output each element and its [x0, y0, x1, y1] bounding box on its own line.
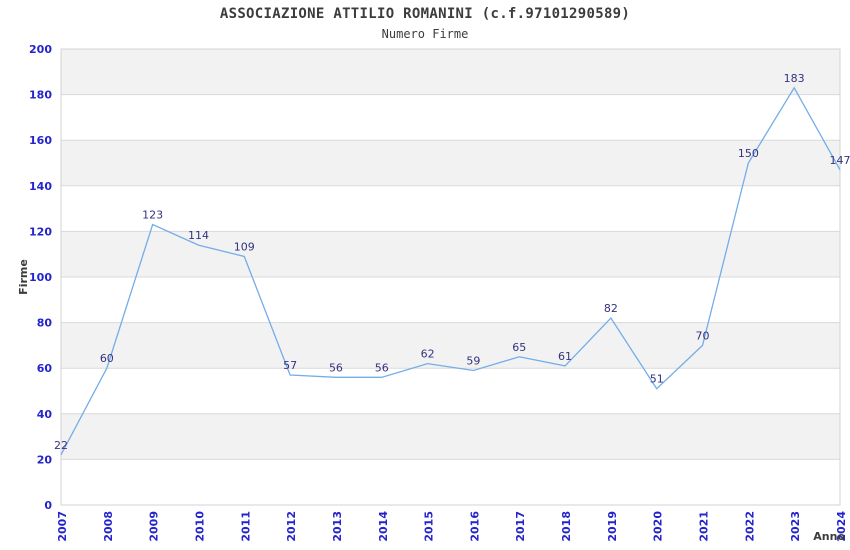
y-tick-label: 140	[29, 180, 52, 193]
data-label: 22	[54, 439, 68, 452]
data-label: 147	[830, 154, 850, 167]
data-label: 60	[100, 352, 114, 365]
x-axis-label: Anno	[813, 530, 845, 543]
plot-band	[61, 140, 840, 186]
y-tick-label: 20	[37, 453, 53, 466]
chart-subtitle: Numero Firme	[381, 27, 469, 41]
data-label: 123	[142, 209, 163, 222]
chart-title: ASSOCIAZIONE ATTILIO ROMANINI (c.f.97101…	[219, 6, 631, 22]
x-tick-label: 2016	[468, 511, 481, 542]
y-tick-label: 160	[29, 134, 52, 147]
x-tick-label: 2019	[606, 511, 619, 542]
x-tick-label: 2008	[102, 511, 115, 542]
y-tick-label: 120	[29, 225, 52, 238]
x-tick-label: 2020	[652, 511, 665, 542]
x-tick-label: 2010	[193, 511, 206, 542]
x-tick-label: 2011	[239, 511, 252, 542]
data-label: 65	[512, 341, 526, 354]
plot-band	[61, 459, 840, 505]
data-label: 61	[558, 350, 572, 363]
data-label: 183	[784, 72, 805, 85]
x-tick-label: 2007	[56, 511, 69, 542]
x-tick-label: 2021	[698, 511, 711, 542]
y-axis-label: Firme	[17, 259, 30, 295]
x-tick-label: 2014	[377, 511, 390, 542]
plot-band	[61, 231, 840, 277]
y-tick-label: 60	[37, 362, 53, 375]
x-tick-label: 2015	[423, 511, 436, 542]
y-tick-label: 100	[29, 271, 52, 284]
x-tick-label: 2012	[285, 511, 298, 542]
data-label: 70	[696, 329, 710, 342]
x-tick-label: 2024	[835, 511, 848, 542]
y-tick-label: 80	[37, 317, 53, 330]
y-tick-label: 40	[37, 408, 53, 421]
y-tick-label: 0	[44, 499, 52, 512]
x-tick-label: 2013	[331, 511, 344, 542]
data-label: 82	[604, 302, 618, 315]
data-label: 114	[188, 229, 209, 242]
plot-band	[61, 49, 840, 95]
data-label: 150	[738, 147, 759, 160]
plot-band	[61, 322, 840, 369]
data-label: 56	[329, 361, 343, 374]
y-tick-label: 200	[29, 43, 52, 56]
x-tick-label: 2009	[148, 511, 161, 542]
x-tick-label: 2023	[789, 511, 802, 542]
plot-border	[60, 48, 841, 506]
plot-band	[61, 185, 840, 232]
x-tick-label: 2022	[743, 511, 756, 542]
plot-band	[61, 368, 840, 414]
data-label: 62	[421, 348, 435, 361]
data-label: 59	[466, 354, 480, 367]
plot-band	[61, 94, 840, 141]
x-tick-label: 2018	[560, 511, 573, 542]
data-label: 109	[234, 240, 255, 253]
data-label: 51	[650, 373, 664, 386]
plot-band	[61, 277, 840, 323]
x-tick-label: 2017	[514, 511, 527, 542]
data-label: 57	[283, 359, 297, 372]
data-label: 56	[375, 361, 389, 374]
y-tick-label: 180	[29, 89, 52, 102]
plot-band	[61, 413, 840, 460]
line-series	[60, 86, 841, 456]
